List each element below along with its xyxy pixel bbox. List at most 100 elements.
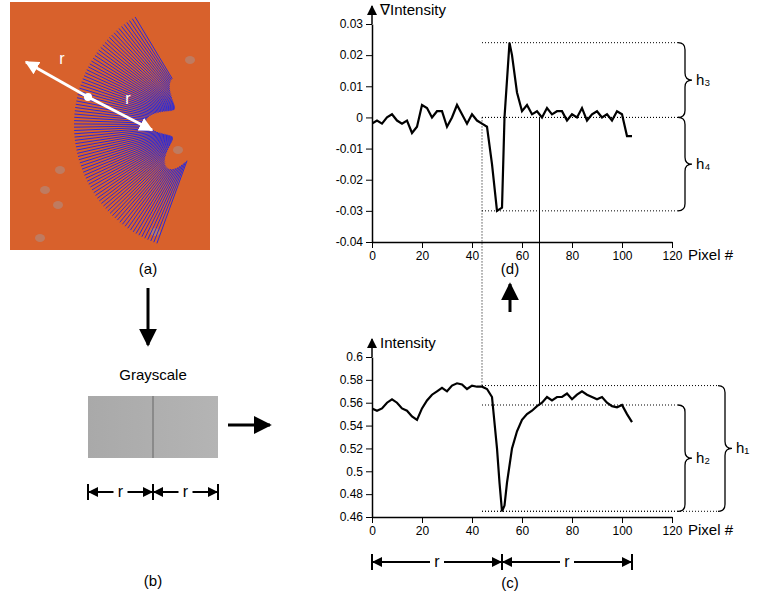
span-label: r	[118, 483, 124, 500]
x-tick-mark	[472, 242, 473, 248]
fan-line	[97, 53, 175, 108]
flow-arrow	[147, 288, 150, 345]
level-line	[482, 511, 678, 512]
fan-line	[96, 145, 171, 195]
x-tick-label: 80	[566, 524, 580, 538]
y-tick-label: 0.02	[340, 48, 364, 62]
span-end	[501, 554, 503, 570]
y-tick-mark	[366, 86, 372, 87]
y-axis-line	[372, 358, 374, 518]
fan-line	[114, 33, 171, 94]
y-tick: 0.46	[340, 510, 372, 524]
x-tick-label: 20	[416, 524, 430, 538]
panel-title: Grayscale	[119, 366, 187, 383]
y-tick: 0.48	[340, 487, 372, 501]
x-tick: 120	[662, 242, 682, 263]
level-line	[482, 511, 718, 512]
y-tick-mark	[366, 55, 372, 56]
x-tick-label: 100	[612, 524, 632, 538]
y-tick: -0.01	[336, 142, 372, 156]
x-tick-label: 120	[662, 524, 682, 538]
x-tick-label: 0	[369, 524, 376, 538]
y-tick-mark	[366, 24, 372, 25]
y-tick-mark	[366, 117, 372, 118]
x-tick-mark	[422, 242, 423, 248]
x-tick-mark	[622, 517, 623, 523]
y-tick: 0.5	[346, 465, 372, 479]
fan-line	[94, 144, 171, 193]
x-tick-mark	[422, 517, 423, 523]
panel-label: (a)	[139, 260, 157, 277]
photo-spot	[173, 146, 183, 154]
x-tick-mark	[572, 517, 573, 523]
fan-line	[74, 126, 148, 127]
fan-line	[124, 24, 170, 85]
x-tick-mark	[672, 242, 673, 248]
chart: 020406080100120-0.04-0.03-0.02-0.0100.01…	[336, 1, 734, 277]
x-tick: 40	[466, 517, 480, 538]
y-tick: -0.04	[336, 235, 372, 249]
x-tick: 20	[416, 242, 430, 263]
photo-spot	[55, 166, 65, 174]
label-patch	[114, 482, 128, 500]
level-line	[482, 117, 678, 118]
span-end	[217, 484, 219, 500]
y-tick: 0	[356, 111, 372, 125]
x-tick-mark	[622, 242, 623, 248]
y-tick-label: -0.02	[336, 173, 364, 187]
fan-line	[142, 167, 178, 237]
span-end	[371, 554, 373, 570]
panel-a: rr(a)	[10, 2, 210, 345]
y-tick-label: 0.01	[340, 80, 364, 94]
span-label: r	[434, 553, 440, 570]
x-tick-label: 60	[516, 524, 530, 538]
plot-area	[372, 383, 632, 511]
y-axis-line	[372, 25, 374, 243]
grayscale-image	[88, 396, 218, 458]
x-tick-label: 40	[466, 524, 480, 538]
y-tick-label: 0.58	[340, 373, 364, 387]
x-axis-title: Pixel #	[688, 521, 734, 538]
x-tick-label: 120	[662, 249, 682, 263]
x-tick-label: 0	[369, 249, 376, 263]
x-tick: 100	[612, 517, 632, 538]
span-end	[501, 554, 503, 570]
y-tick: 0.6	[346, 350, 372, 364]
fan-line	[74, 127, 149, 130]
span-label: r	[564, 553, 570, 570]
photo-background	[10, 2, 210, 250]
x-axis: 0 20 40 60 80 100 120	[369, 517, 683, 538]
guide-line	[539, 117, 540, 405]
center-dot	[84, 93, 92, 101]
fan-line	[78, 134, 164, 156]
x-tick-mark	[672, 517, 673, 523]
y-tick: 0.01	[340, 80, 372, 94]
figure: rr(a)Grayscalerr(b)020406080100120-0.04-…	[0, 0, 774, 599]
y-tick-label: 0.6	[346, 350, 363, 364]
x-tick: 60	[516, 517, 530, 538]
level-line	[482, 42, 678, 43]
label-patch	[430, 552, 444, 570]
y-tick-mark	[366, 357, 372, 358]
fan-line	[92, 142, 172, 190]
y-tick-label: 0.46	[340, 510, 364, 524]
x-tick: 0	[369, 517, 376, 538]
radius-label: r	[59, 50, 65, 67]
x-tick-mark	[522, 517, 523, 523]
x-tick: 100	[612, 242, 632, 263]
y-tick-label: 0.5	[346, 465, 363, 479]
annotation-label: h₂	[696, 449, 710, 466]
y-tick: 0.54	[340, 419, 372, 433]
photo-spot	[40, 186, 50, 194]
x-tick: 40	[466, 242, 480, 263]
fan-line	[97, 147, 169, 198]
fan-line	[139, 168, 176, 235]
fan-line	[103, 153, 166, 206]
fan-line	[130, 21, 171, 82]
x-tick: 80	[566, 517, 580, 538]
y-tick-label: 0	[356, 111, 363, 125]
x-tick-mark	[372, 517, 373, 523]
span-label: r	[183, 483, 189, 500]
y-tick-mark	[366, 517, 372, 518]
panel-label: (d)	[501, 260, 519, 277]
